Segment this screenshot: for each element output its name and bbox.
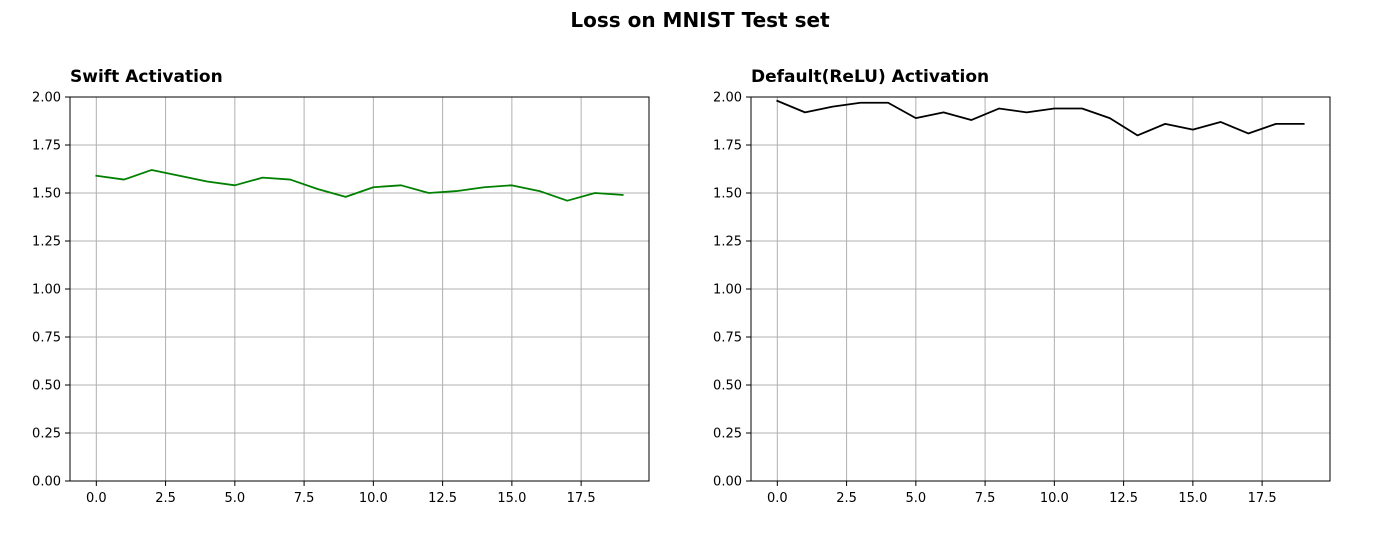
relu-x-tick-label: 15.0 [1178, 491, 1207, 506]
relu-y-tick-label: 0.00 [713, 475, 742, 490]
relu-series-line [776, 99, 1305, 137]
swift-y-tick-label: 1.00 [32, 283, 61, 298]
swift-chart-title: Swift Activation [70, 67, 223, 87]
swift-y-tick-label: 0.50 [32, 379, 61, 394]
figure-title: Loss on MNIST Test set [570, 8, 830, 32]
relu-chart-title: Default(ReLU) Activation [751, 67, 989, 87]
relu-x-tick-label: 17.5 [1248, 491, 1277, 506]
relu-x-tick-label: 7.5 [975, 491, 996, 506]
swift-x-tick-label: 7.5 [294, 491, 315, 506]
swift-x-tick-label: 2.5 [155, 491, 176, 506]
relu-y-tick-label: 1.75 [713, 139, 742, 154]
swift-y-tick-label: 0.75 [32, 331, 61, 346]
relu-x-tick-label: 2.5 [836, 491, 857, 506]
swift-y-tick-label: 1.75 [32, 139, 61, 154]
relu-x-tick-label: 5.0 [905, 491, 926, 506]
relu-x-tick-label: 10.0 [1040, 491, 1069, 506]
relu-y-tick-label: 0.75 [713, 331, 742, 346]
swift-x-tick-label: 5.0 [224, 491, 245, 506]
swift-x-tick-label: 0.0 [86, 491, 107, 506]
swift-x-tick-label: 15.0 [497, 491, 526, 506]
swift-x-tick-label: 12.5 [428, 491, 457, 506]
relu-x-tick-label: 12.5 [1109, 491, 1138, 506]
relu-y-tick-label: 1.50 [713, 187, 742, 202]
swift-y-tick-label: 2.00 [32, 91, 61, 106]
swift-x-tick-label: 17.5 [567, 491, 596, 506]
relu-y-tick-label: 1.25 [713, 235, 742, 250]
relu-y-tick-label: 0.25 [713, 427, 742, 442]
chart-panel-relu: Default(ReLU) Activation 0.0 2.5 5.0 7.5 10.0… [713, 67, 1331, 506]
swift-y-tick-label: 1.50 [32, 187, 61, 202]
swift-series-line [95, 169, 624, 202]
relu-x-tick-label: 0.0 [767, 491, 788, 506]
relu-y-tick-label: 1.00 [713, 283, 742, 298]
relu-y-tick-label: 2.00 [713, 91, 742, 106]
swift-y-tick-label: 0.00 [32, 475, 61, 490]
swift-y-tick-label: 0.25 [32, 427, 61, 442]
swift-x-tick-label: 10.0 [359, 491, 388, 506]
relu-y-tick-label: 0.50 [713, 379, 742, 394]
swift-y-tick-label: 1.25 [32, 235, 61, 250]
chart-panel-swift: Swift Activation 0.0 2.5 5.0 7.5 10.0 12.5 15.0… [32, 67, 650, 506]
